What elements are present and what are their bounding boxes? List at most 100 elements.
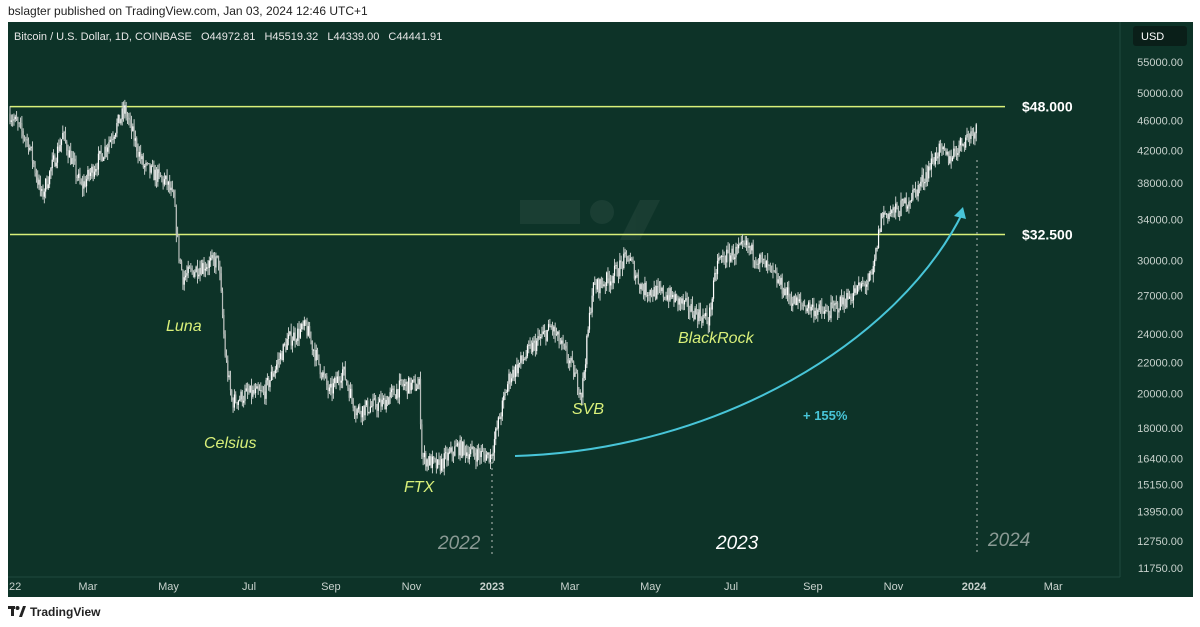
candle-body xyxy=(929,166,931,170)
candle-body xyxy=(278,359,280,360)
candle-body xyxy=(768,265,770,266)
candle-body xyxy=(640,284,642,290)
price-candles xyxy=(9,99,977,476)
candle-body xyxy=(830,302,832,319)
candle-body xyxy=(569,360,571,364)
candle-body xyxy=(59,144,61,152)
candle-body xyxy=(880,213,882,232)
tradingview-logo[interactable]: TradingView xyxy=(8,604,100,620)
candle-body xyxy=(818,304,820,310)
candle-body xyxy=(398,380,400,398)
candle-body xyxy=(265,380,267,399)
candle-body xyxy=(273,373,275,377)
symbol-name: Bitcoin / U.S. Dollar, 1D, COINBASE xyxy=(14,31,192,43)
candle-body xyxy=(324,374,327,377)
candle-body xyxy=(60,139,63,145)
candle-body xyxy=(674,294,676,303)
candle-body xyxy=(360,412,362,418)
candle-body xyxy=(79,173,81,182)
candle-body xyxy=(272,371,274,377)
candle-body xyxy=(338,376,340,381)
candle-body xyxy=(602,284,604,287)
candle-body xyxy=(871,272,873,275)
candle-body xyxy=(617,276,620,277)
candle-body xyxy=(216,255,218,257)
candle-body xyxy=(186,273,188,276)
candle-body xyxy=(113,136,115,139)
candle-body xyxy=(66,141,68,151)
candle-body xyxy=(798,299,800,302)
candle-body xyxy=(18,123,20,124)
x-tick-label: Mar xyxy=(78,581,97,593)
candle-body xyxy=(822,311,824,314)
currency-badge-label: USD xyxy=(1141,31,1164,43)
candle-body xyxy=(546,329,548,341)
candle-body xyxy=(781,277,783,294)
candle-body xyxy=(464,447,466,456)
candle-body xyxy=(786,287,789,296)
candle-body xyxy=(140,151,142,160)
candle-body xyxy=(947,151,950,164)
x-tick-label: Nov xyxy=(884,581,904,593)
candle-body xyxy=(249,385,251,393)
candle-body xyxy=(669,288,671,301)
candle-body xyxy=(426,459,428,467)
candle-body xyxy=(389,392,391,398)
candle-body xyxy=(901,199,903,201)
time-axis[interactable] xyxy=(8,577,1193,597)
candle-body xyxy=(67,150,69,158)
candle-body xyxy=(85,179,88,187)
candle-body xyxy=(525,356,527,359)
candle-body xyxy=(551,326,554,332)
candle-body xyxy=(677,295,679,305)
candle-body xyxy=(764,258,766,268)
candle-body xyxy=(606,272,608,286)
candle-body xyxy=(862,283,864,285)
candle-body xyxy=(714,272,716,281)
candle-body xyxy=(134,138,136,141)
candle-body xyxy=(247,388,249,392)
price-axis[interactable] xyxy=(1120,22,1193,577)
candle-body xyxy=(870,272,872,274)
candle-body xyxy=(753,260,756,262)
candle-body xyxy=(478,449,480,454)
candle-body xyxy=(547,324,550,330)
candle-body xyxy=(281,353,283,361)
candle-body xyxy=(269,380,271,388)
candle-body xyxy=(158,169,160,174)
candle-body xyxy=(897,208,899,217)
candle-body xyxy=(895,203,897,213)
candle-body xyxy=(823,311,826,314)
candle-body xyxy=(315,349,317,361)
candle-body xyxy=(691,304,694,315)
candle-body xyxy=(211,255,213,258)
candle-body xyxy=(459,440,461,456)
candle-body xyxy=(797,297,799,302)
candle-body xyxy=(509,373,511,383)
y-tick-label: 50000.00 xyxy=(1137,88,1183,100)
annotation-celsius: Celsius xyxy=(204,435,256,452)
candle-body xyxy=(217,255,220,266)
candle-body xyxy=(235,394,237,403)
candle-body xyxy=(163,179,166,185)
candle-body xyxy=(694,308,696,320)
candle-body xyxy=(971,131,973,133)
candle-body xyxy=(297,328,299,341)
candle-body xyxy=(643,289,645,296)
candle-body xyxy=(780,277,782,285)
candle-body xyxy=(806,308,808,312)
candle-body xyxy=(497,417,499,429)
candle-body xyxy=(221,291,224,316)
chart-panel[interactable] xyxy=(8,22,1193,597)
footer-bar xyxy=(0,598,1200,627)
candle-body xyxy=(412,379,414,383)
candle-body xyxy=(95,168,97,172)
x-tick-label: May xyxy=(640,581,661,593)
candle-body xyxy=(89,172,92,176)
candle-body xyxy=(619,260,621,277)
candle-body xyxy=(93,171,96,177)
candle-body xyxy=(343,366,345,370)
candle-body xyxy=(735,246,737,258)
currency-badge[interactable] xyxy=(1133,26,1187,46)
